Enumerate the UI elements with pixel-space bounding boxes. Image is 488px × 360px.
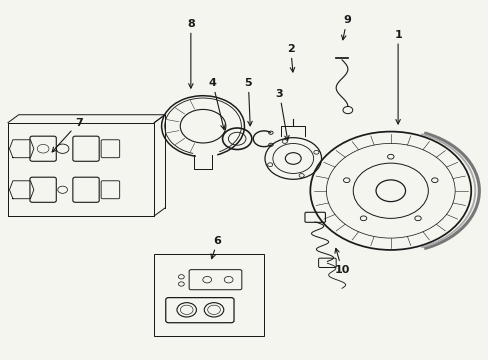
Text: 1: 1 — [393, 30, 401, 124]
Text: 3: 3 — [275, 89, 288, 140]
Circle shape — [431, 178, 437, 183]
Circle shape — [267, 163, 272, 167]
Circle shape — [387, 154, 393, 159]
Text: 8: 8 — [186, 19, 194, 88]
Text: 6: 6 — [210, 236, 221, 259]
Text: 7: 7 — [52, 118, 82, 152]
Text: 9: 9 — [341, 15, 350, 40]
Circle shape — [360, 216, 366, 221]
Text: 4: 4 — [208, 78, 224, 130]
Circle shape — [414, 216, 420, 221]
Circle shape — [282, 140, 287, 143]
Circle shape — [343, 178, 349, 183]
Text: 2: 2 — [286, 44, 294, 72]
Circle shape — [299, 174, 304, 177]
Text: 5: 5 — [244, 78, 252, 126]
Circle shape — [313, 150, 318, 154]
Text: 10: 10 — [334, 248, 349, 275]
Bar — [154, 253, 264, 336]
